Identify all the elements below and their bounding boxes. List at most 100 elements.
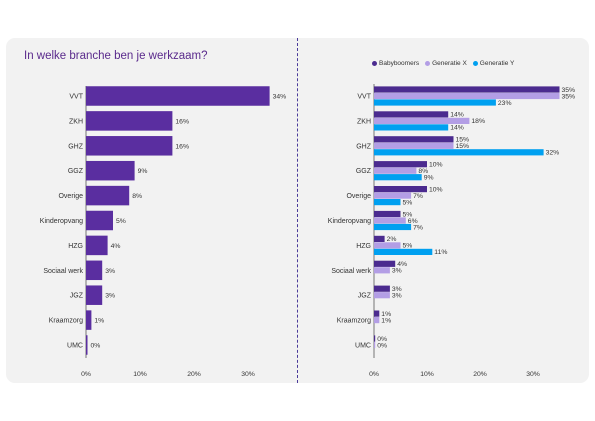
left-x-tick-2: 20% xyxy=(187,371,201,378)
left-bar-ggz xyxy=(86,160,135,181)
right-bar-generatie-y-overige xyxy=(374,199,401,206)
left-category-label-kraamzorg: Kraamzorg xyxy=(49,318,83,325)
left-category-label-ggz: GGZ xyxy=(68,168,84,175)
right-category-label-vvt: VVT xyxy=(357,94,371,101)
right-value-label-generatie-x-zkh: 18% xyxy=(471,118,485,125)
left-category-label-overige: Overige xyxy=(58,193,83,200)
left-category-label-umc: UMC xyxy=(67,343,83,350)
page-title: In welke branche ben je werkzaam? xyxy=(24,50,208,62)
right-bar-babyboomers-jgz xyxy=(374,285,390,292)
left-category-label-vvt: VVT xyxy=(69,94,83,101)
right-bar-generatie-x-ghz xyxy=(374,142,454,149)
right-bar-generatie-y-hzg xyxy=(374,248,433,255)
right-bar-babyboomers-zkh xyxy=(374,111,449,118)
right-value-label-generatie-x-jgz: 3% xyxy=(392,293,402,300)
right-bar-babyboomers-kinderopvang xyxy=(374,210,401,218)
right-value-label-babyboomers-kraamzorg: 1% xyxy=(381,311,391,318)
left-x-tick-1: 10% xyxy=(133,371,147,378)
legend-swatch-babyboomers xyxy=(372,61,377,66)
right-category-label-sociaal-werk: Sociaal werk xyxy=(331,268,371,275)
right-bar-generatie-y-kinderopvang xyxy=(374,223,412,231)
right-bar-generatie-y-ghz xyxy=(374,149,544,156)
right-category-label-ghz: GHZ xyxy=(356,143,372,150)
left-bar-zkh xyxy=(86,111,173,131)
right-value-label-babyboomers-vvt: 35% xyxy=(562,87,576,94)
left-bar-jgz xyxy=(86,285,103,305)
right-category-label-kraamzorg: Kraamzorg xyxy=(337,318,371,325)
left-category-label-zkh: ZKH xyxy=(69,118,83,125)
right-bar-generatie-y-vvt xyxy=(374,99,496,106)
right-value-label-babyboomers-zkh: 14% xyxy=(450,112,464,119)
legend-label-generatie-x: Generatie X xyxy=(432,60,467,67)
right-bar-babyboomers-overige xyxy=(374,186,427,193)
legend-label-babyboomers: Babyboomers xyxy=(379,60,420,67)
right-value-label-generatie-x-ggz: 8% xyxy=(418,168,428,175)
left-bar-umc xyxy=(86,335,88,355)
right-bar-generatie-x-sociaal-werk xyxy=(374,267,390,274)
right-bar-babyboomers-ggz xyxy=(374,161,427,168)
right-value-label-babyboomers-umc: 0% xyxy=(377,336,387,343)
right-value-label-generatie-y-ggz: 9% xyxy=(424,175,434,182)
legend-item-generatie-y: Generatie Y xyxy=(472,60,514,67)
left-value-label-sociaal-werk: 3% xyxy=(105,268,115,275)
right-x-tick-3: 30% xyxy=(526,371,540,378)
left-x-tick-3: 30% xyxy=(241,371,255,378)
right-value-label-generatie-x-vvt: 35% xyxy=(562,93,576,100)
right-bar-generatie-x-kraamzorg xyxy=(374,317,380,324)
left-value-label-umc: 0% xyxy=(91,343,101,350)
right-category-label-zkh: ZKH xyxy=(357,118,371,125)
left-bar-overige xyxy=(86,185,130,206)
right-value-label-generatie-x-sociaal-werk: 3% xyxy=(392,268,402,275)
legend-swatch-generatie-y xyxy=(472,61,478,66)
right-value-label-generatie-x-kraamzorg: 1% xyxy=(381,317,391,324)
right-value-label-generatie-y-zkh: 14% xyxy=(450,125,464,132)
right-value-label-generatie-x-kinderopvang: 6% xyxy=(408,218,418,225)
right-value-label-generatie-x-umc: 0% xyxy=(377,342,387,349)
legend: Babyboomers Generatie X Generatie Y xyxy=(372,60,514,67)
legend-item-generatie-x: Generatie X xyxy=(425,60,467,67)
left-bar-vvt xyxy=(86,86,270,106)
right-bar-babyboomers-sociaal-werk xyxy=(374,260,396,267)
right-x-tick-2: 20% xyxy=(473,371,487,378)
right-bar-generatie-x-hzg xyxy=(374,242,401,249)
right-bar-generatie-x-overige xyxy=(374,192,412,199)
right-category-label-umc: UMC xyxy=(355,343,371,350)
left-bar-sociaal-werk xyxy=(86,260,103,281)
left-value-label-jgz: 3% xyxy=(105,293,115,300)
right-value-label-generatie-x-overige: 7% xyxy=(413,193,423,200)
right-bar-babyboomers-umc xyxy=(374,335,376,342)
right-bar-babyboomers-vvt xyxy=(374,86,560,93)
left-value-label-ggz: 9% xyxy=(138,168,148,175)
left-value-label-kinderopvang: 5% xyxy=(116,218,126,225)
right-bar-generatie-x-umc xyxy=(374,341,376,349)
left-x-tick-0: 0% xyxy=(81,371,91,378)
left-bar-hzg xyxy=(86,235,108,256)
right-category-label-jgz: JGZ xyxy=(358,293,372,300)
left-value-label-hzg: 4% xyxy=(111,243,121,250)
right-bar-generatie-x-jgz xyxy=(374,292,390,299)
right-category-label-hzg: HZG xyxy=(356,243,371,250)
right-category-label-kinderopvang: Kinderopvang xyxy=(328,218,371,225)
right-value-label-babyboomers-jgz: 3% xyxy=(392,286,402,293)
left-value-label-kraamzorg: 1% xyxy=(94,318,104,325)
right-bar-generatie-x-ggz xyxy=(374,167,417,174)
left-value-label-ghz: 16% xyxy=(175,143,189,150)
right-bar-babyboomers-ghz xyxy=(374,136,454,143)
right-bar-generatie-y-zkh xyxy=(374,124,449,131)
right-value-label-generatie-y-hzg: 11% xyxy=(434,249,447,256)
right-bar-babyboomers-hzg xyxy=(374,235,385,242)
left-value-label-zkh: 16% xyxy=(175,118,189,125)
right-value-label-generatie-y-kinderopvang: 7% xyxy=(413,224,423,231)
left-category-label-kinderopvang: Kinderopvang xyxy=(40,218,83,225)
left-bar-kinderopvang xyxy=(86,210,113,231)
right-value-label-babyboomers-hzg: 2% xyxy=(387,236,397,243)
left-value-label-vvt: 34% xyxy=(273,94,287,101)
right-value-label-babyboomers-kinderopvang: 5% xyxy=(403,211,413,218)
right-value-label-generatie-y-overige: 5% xyxy=(403,199,413,206)
right-value-label-generatie-y-vvt: 23% xyxy=(498,100,512,107)
left-category-label-hzg: HZG xyxy=(68,243,83,250)
right-value-label-generatie-x-hzg: 5% xyxy=(403,243,413,250)
left-category-label-sociaal-werk: Sociaal werk xyxy=(43,268,83,275)
right-category-label-ggz: GGZ xyxy=(356,168,372,175)
